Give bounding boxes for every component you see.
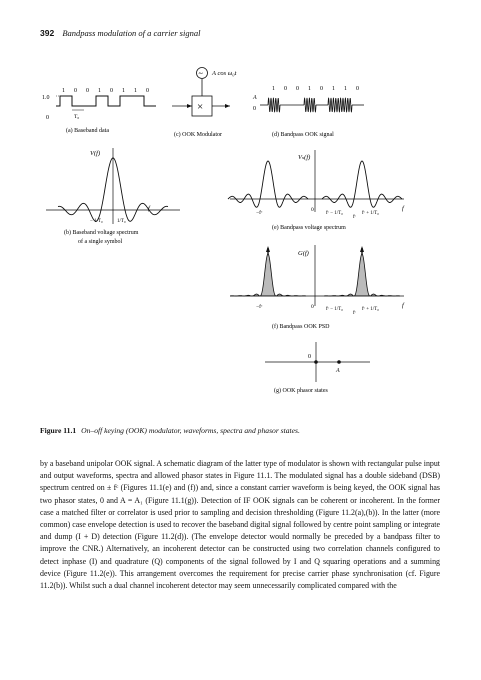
fc-plus-label: fᶜ + 1/T₀ bbox=[362, 307, 379, 312]
neg-fc-label: −fᶜ bbox=[256, 303, 263, 310]
baseband-data-label: (a) Baseband data bbox=[66, 127, 109, 134]
fc-label: fᶜ bbox=[353, 311, 357, 316]
vsf-label: Vₛ(f) bbox=[298, 154, 310, 161]
bit-label: 0 bbox=[320, 86, 323, 92]
f-axis-label: f bbox=[148, 205, 151, 212]
carrier-label: A cos ω₀t bbox=[211, 70, 237, 77]
bit-label: 0 bbox=[284, 86, 287, 92]
zero-label: 0 bbox=[46, 115, 49, 121]
psd-lobe-right bbox=[324, 253, 400, 297]
baseband-spectrum-label-2: of a single symbol bbox=[78, 238, 122, 245]
running-title: Bandpass modulation of a carrier signal bbox=[62, 28, 201, 38]
ook-burst bbox=[303, 97, 317, 113]
bit-label: 0 bbox=[74, 88, 77, 94]
baseband-spectrum-label-1: (b) Baseband voltage spectrum bbox=[64, 229, 139, 236]
amp-label: 1.0 bbox=[42, 95, 50, 101]
multiply-icon: × bbox=[197, 101, 203, 113]
ook-bit-labels: 1 0 0 1 0 1 1 0 bbox=[272, 86, 359, 92]
page-number: 392 bbox=[40, 28, 55, 38]
ook-signal-panel: A 0 1 0 0 1 0 1 1 0 (d) Bandpass OOK sig… bbox=[252, 86, 364, 138]
psd-label: (f) Bandpass OOK PSD bbox=[272, 323, 330, 330]
To-label: T₀ bbox=[74, 114, 79, 120]
oscillator-symbol bbox=[196, 67, 208, 79]
phasor-A-label: A bbox=[335, 368, 340, 374]
neg-fc-label: −fᶜ bbox=[256, 209, 263, 216]
bit-label: 1 bbox=[122, 88, 125, 94]
ook-burst bbox=[339, 97, 353, 113]
bit-label: 0 bbox=[296, 86, 299, 92]
baseband-waveform-panel: 1.0 0 1 0 0 1 0 1 1 0 T₀ (a) Baseband da… bbox=[42, 88, 156, 134]
ook-signal-label: (d) Bandpass OOK signal bbox=[272, 131, 334, 138]
fc-minus-label: fᶜ − 1/T₀ bbox=[326, 307, 343, 312]
bit-label: 0 bbox=[86, 88, 89, 94]
psd-lobe-left bbox=[230, 253, 306, 297]
baseband-pulse-train bbox=[56, 95, 156, 107]
pos-one-over-To: 1/T₀ bbox=[117, 219, 126, 224]
figure-11-1: 1.0 0 1 0 0 1 0 1 1 0 T₀ (a) Baseband da… bbox=[42, 67, 405, 394]
figure-caption: Figure 11.1 On–off keying (OOK) modulator… bbox=[40, 426, 440, 435]
tilde-icon: ~ bbox=[199, 69, 204, 78]
psd-panel: G(f) f −fᶜ 0 fᶜ − 1/T₀ fᶜ fᶜ + 1/T₀ (f) … bbox=[230, 245, 405, 330]
bit-label: 0 bbox=[356, 86, 359, 92]
bit-label: 1 bbox=[62, 88, 65, 94]
modulator-label: (c) OOK Modulator bbox=[174, 131, 222, 138]
bit-label: 1 bbox=[134, 88, 137, 94]
bit-label: 0 bbox=[146, 88, 149, 94]
gf-label: G(f) bbox=[298, 250, 309, 257]
ook-A-label: A bbox=[252, 95, 257, 101]
baseband-spectrum-panel: V(f) f − 1/T₀ 1/T₀ (b) Baseband voltage … bbox=[46, 148, 180, 245]
phasor-label: (g) OOK phasor states bbox=[274, 387, 328, 394]
caption-text: On–off keying (OOK) modulator, waveforms… bbox=[81, 426, 300, 435]
bit-label: 1 bbox=[332, 86, 335, 92]
body-text: by a baseband unipolar OOK signal. A sch… bbox=[40, 458, 440, 592]
ook-burst bbox=[327, 97, 341, 113]
ook-modulator-panel: ~ A cos ω₀t × (c) OOK Modulator bbox=[172, 67, 237, 138]
bandpass-sinc-left bbox=[227, 160, 309, 208]
neg-one-over-To: − 1/T₀ bbox=[90, 219, 103, 224]
figure-number: Figure 11.1 bbox=[40, 426, 77, 435]
body-paragraph: by a baseband unipolar OOK signal. A sch… bbox=[40, 459, 440, 591]
bit-label: 0 bbox=[110, 88, 113, 94]
fc-label: fᶜ bbox=[353, 215, 357, 220]
bit-label: 1 bbox=[344, 86, 347, 92]
running-header: 392 Bandpass modulation of a carrier sig… bbox=[40, 28, 200, 38]
bandpass-sinc-right bbox=[321, 160, 403, 208]
vf-label: V(f) bbox=[90, 150, 100, 157]
phasor-panel: 0 A (g) OOK phasor states bbox=[265, 342, 370, 394]
phasor-state-A bbox=[337, 360, 341, 364]
bit-label: 1 bbox=[98, 88, 101, 94]
bit-label: 1 bbox=[272, 86, 275, 92]
bit-label: 1 bbox=[308, 86, 311, 92]
bandpass-spectrum-panel: Vₛ(f) f −fᶜ 0 fᶜ − 1/T₀ fᶜ fᶜ + 1/T₀ (e)… bbox=[227, 150, 405, 231]
ook-bursts bbox=[267, 97, 353, 113]
baseband-sinc-curve bbox=[57, 157, 169, 222]
bit-labels: 1 0 0 1 0 1 1 0 bbox=[62, 88, 149, 94]
fc-plus-label: fᶜ + 1/T₀ bbox=[362, 211, 379, 216]
fc-minus-label: fᶜ − 1/T₀ bbox=[326, 211, 343, 216]
f-axis-label: f bbox=[402, 302, 405, 309]
ook-burst bbox=[267, 97, 281, 113]
zero-tick: 0 bbox=[311, 304, 314, 310]
phasor-state-zero bbox=[314, 360, 318, 364]
bandpass-spectrum-label: (e) Bandpass voltage spectrum bbox=[272, 224, 346, 231]
phasor-zero-label: 0 bbox=[308, 354, 311, 360]
f-axis-label: f bbox=[402, 205, 405, 212]
ook-zero-label: 0 bbox=[253, 106, 256, 112]
zero-tick: 0 bbox=[311, 207, 314, 213]
